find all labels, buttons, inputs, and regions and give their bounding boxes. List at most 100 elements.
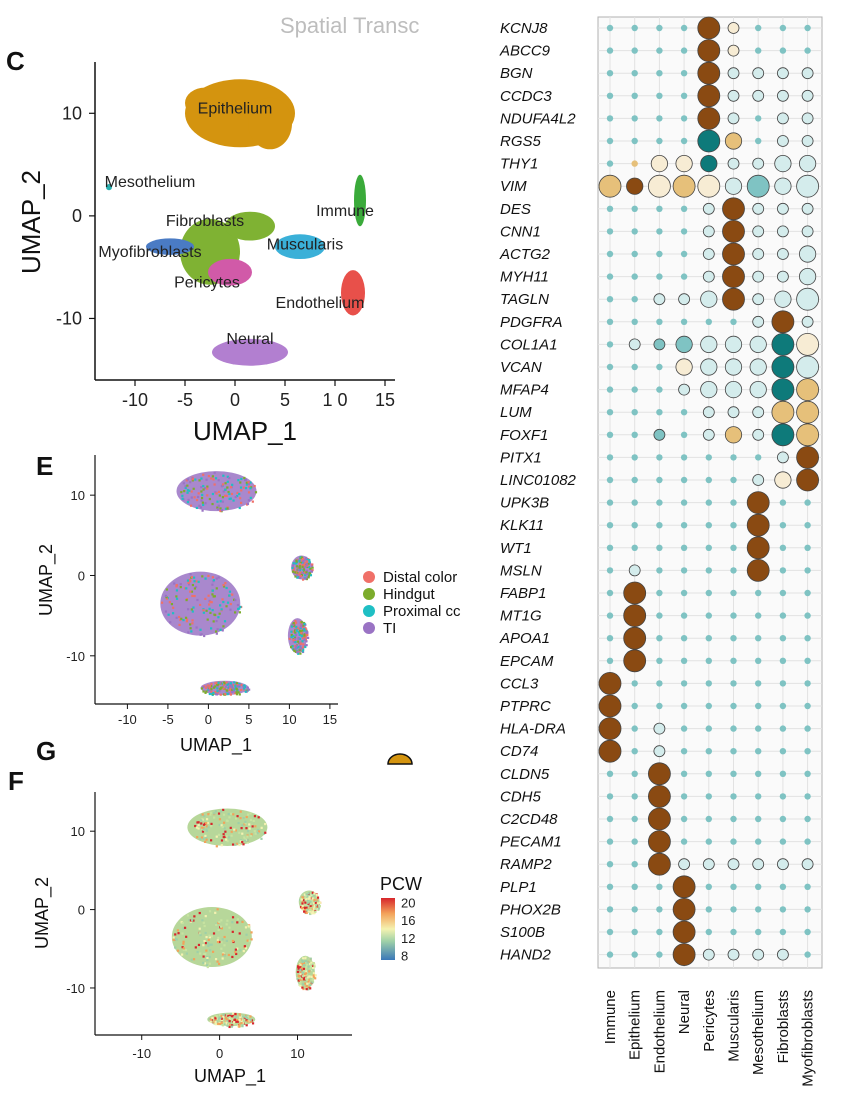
gene-label: PTPRC	[500, 698, 551, 715]
region-point	[301, 557, 305, 561]
pcw-point	[225, 923, 228, 926]
pcw-point	[214, 1017, 217, 1020]
cluster-label-mesothelium: Mesothelium	[105, 174, 196, 191]
dot-DES-Endothelium	[656, 205, 663, 212]
region-point	[192, 487, 195, 490]
dot-VCAN-Neural	[675, 358, 693, 376]
region-point	[245, 481, 248, 484]
gene-label: COL1A1	[500, 336, 558, 353]
pcw-point	[307, 902, 310, 905]
pcw-point	[306, 976, 309, 979]
region-point	[293, 629, 297, 632]
dot-APOA1-Myofibroblasts	[804, 635, 811, 642]
dot-WT1-Neural	[680, 544, 688, 551]
y-tick-label: 0	[78, 568, 85, 583]
region-point	[243, 685, 247, 689]
region-point	[304, 635, 307, 638]
region-point	[209, 600, 212, 603]
dot-FOXF1-Mesothelium	[752, 428, 765, 441]
pcw-point	[202, 961, 205, 965]
region-point	[249, 481, 252, 484]
region-point	[178, 623, 181, 627]
pcw-point	[313, 911, 316, 915]
pcw-point	[308, 897, 311, 900]
figure-header: Spatial Transc	[280, 13, 419, 38]
dot-CD74-Endothelium	[653, 745, 666, 758]
pcw-point	[205, 825, 209, 828]
cluster-labels: Epithelium Mesothelium Immune Fibroblasts Mu…	[98, 100, 374, 348]
dot-CLDN5-Muscularis	[730, 770, 737, 777]
region-point	[168, 601, 171, 604]
region-point	[209, 627, 213, 630]
region-point	[304, 644, 307, 647]
pcw-point	[305, 960, 308, 963]
dot-TAGLN-Fibroblasts	[774, 290, 792, 308]
pcw-point	[250, 1019, 253, 1022]
dot-LINC01082-Fibroblasts	[774, 471, 792, 489]
pcw-point	[209, 1018, 212, 1021]
region-point	[301, 565, 304, 568]
pcw-point	[317, 908, 320, 911]
region-point	[304, 638, 307, 641]
dot-ABCC9-Pericytes	[697, 39, 721, 62]
region-point	[296, 649, 299, 652]
gene-label: APOA1	[499, 630, 550, 647]
region-point	[309, 574, 313, 577]
pcw-point	[308, 970, 311, 973]
dot-BGN-Myofibroblasts	[801, 67, 814, 80]
pcw-point	[309, 902, 312, 906]
region-point	[189, 590, 192, 593]
dot-KCNJ8-Endothelium	[656, 24, 663, 32]
pcw-point	[303, 910, 306, 913]
pcw-point	[264, 831, 267, 834]
region-point	[302, 568, 305, 571]
pcw-point	[221, 953, 225, 956]
region-point	[300, 647, 303, 650]
region-point	[305, 571, 308, 574]
dot-RAMP2-Epithelium	[631, 861, 638, 868]
pcw-point	[221, 957, 224, 960]
pcw-point	[312, 975, 316, 978]
region-point	[301, 640, 304, 643]
gene-label: MT1G	[500, 608, 542, 625]
dot-CCDC3-Endothelium	[656, 92, 663, 100]
region-point	[196, 598, 199, 602]
dot-MYH11-Endothelium	[656, 273, 663, 280]
region-point	[200, 477, 203, 480]
region-point	[304, 574, 307, 577]
pcw-point	[231, 921, 234, 924]
pcw-point	[174, 946, 177, 949]
pcw-point	[225, 939, 228, 942]
pcw-point	[241, 1015, 244, 1018]
pcw-point	[210, 822, 213, 825]
dot-APOA1-Endothelium	[656, 635, 663, 642]
region-point	[221, 483, 225, 486]
pcw-point	[214, 958, 218, 961]
pcw-point	[314, 901, 317, 904]
region-point	[222, 474, 225, 477]
dot-COL1A1-Mesothelium	[749, 335, 767, 353]
y-tick-label: 0	[72, 206, 82, 226]
dot-ACTG2-Myofibroblasts	[798, 245, 817, 263]
dot-C2CD48-Pericytes	[705, 815, 712, 823]
region-point	[303, 633, 306, 636]
gene-label: CCL3	[500, 675, 539, 692]
dot-CLDN5-Mesothelium	[755, 770, 762, 777]
pcw-point	[241, 832, 244, 835]
region-point	[301, 646, 305, 649]
pcw-point	[306, 904, 310, 907]
region-point	[219, 628, 222, 631]
region-point	[217, 683, 220, 686]
pcw-point	[299, 966, 302, 969]
pcw-point	[246, 813, 250, 816]
dot-COL1A1-Fibroblasts	[771, 332, 795, 356]
pcw-point	[297, 974, 300, 977]
dot-MSLN-Immune	[606, 567, 614, 574]
dot-KCNJ8-Pericytes	[697, 16, 721, 40]
region-point	[208, 689, 211, 692]
region-point	[298, 568, 302, 572]
pcw-point	[220, 810, 223, 813]
pcw-point	[304, 977, 308, 980]
cell-type-label: Mesothelium	[750, 990, 767, 1075]
